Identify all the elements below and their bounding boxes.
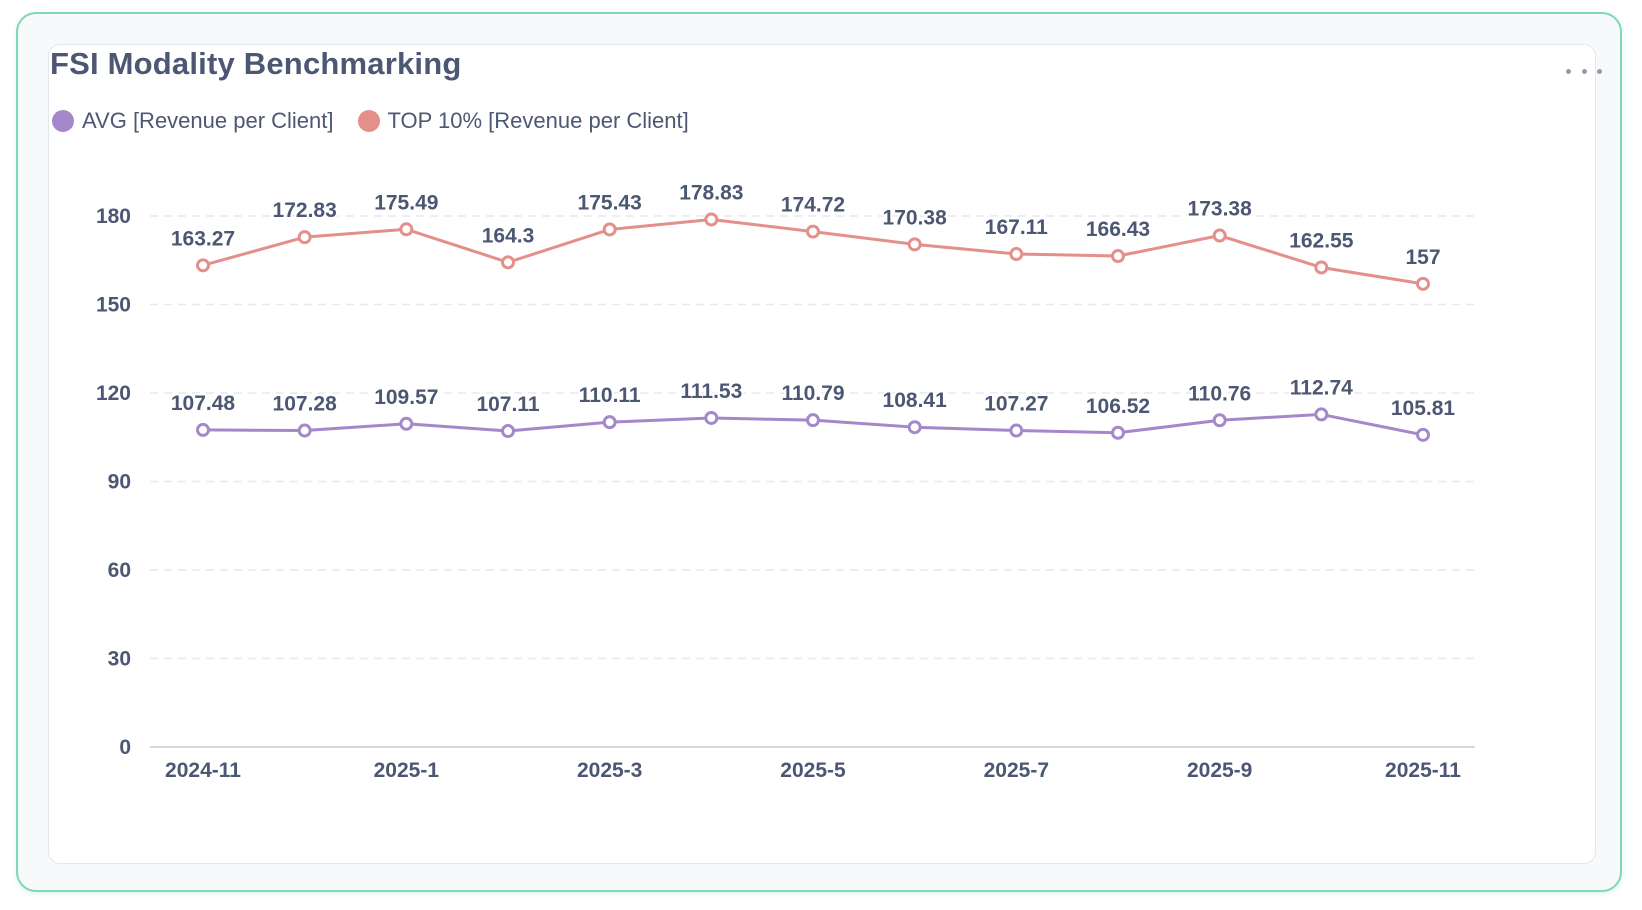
- data-label: 110.76: [1188, 382, 1251, 405]
- legend-swatch-avg: [52, 110, 74, 132]
- data-point: [602, 222, 617, 237]
- more-dot: [1597, 68, 1602, 74]
- x-tick-label: 2025-5: [780, 759, 846, 782]
- y-tick-label: 30: [108, 648, 131, 671]
- y-tick-label: 90: [108, 471, 131, 494]
- data-label: 106.52: [1086, 395, 1150, 418]
- more-dot: [1581, 68, 1587, 74]
- x-tick-label: 2025-11: [1385, 759, 1461, 782]
- data-label: 105.81: [1391, 397, 1456, 420]
- more-options-icon[interactable]: [1566, 60, 1602, 82]
- data-label: 173.38: [1188, 198, 1253, 221]
- x-tick-label: 2025-7: [984, 759, 1049, 782]
- data-label: 110.79: [781, 382, 844, 405]
- y-tick-label: 180: [96, 205, 131, 228]
- data-label: 164.3: [482, 224, 535, 247]
- data-point: [1111, 425, 1125, 440]
- data-label: 107.48: [171, 392, 236, 415]
- data-label: 111.53: [680, 380, 742, 403]
- data-point: [1416, 276, 1430, 291]
- data-point: [1009, 247, 1024, 262]
- data-point: [297, 423, 312, 438]
- data-point: [399, 222, 414, 237]
- data-label: 110.11: [579, 384, 641, 407]
- data-point: [1416, 427, 1430, 442]
- x-tick-label: 2025-3: [577, 759, 642, 782]
- legend-swatch-top10: [357, 110, 380, 132]
- data-label: 107.11: [476, 393, 539, 416]
- data-label: 163.27: [171, 227, 235, 250]
- data-point: [196, 258, 210, 273]
- data-label: 166.43: [1086, 218, 1150, 241]
- data-point: [806, 224, 820, 239]
- data-label: 174.72: [781, 194, 845, 217]
- legend-label-top10: TOP 10% [Revenue per Client]: [387, 108, 689, 133]
- data-point: [907, 237, 922, 252]
- data-point: [399, 416, 414, 431]
- x-tick-label: 2024-11: [165, 759, 241, 782]
- data-label: 157: [1405, 246, 1440, 269]
- legend-item-avg[interactable]: AVG [Revenue per Client]: [52, 108, 334, 134]
- data-point: [1212, 228, 1227, 243]
- data-label: 107.28: [273, 393, 338, 416]
- data-point: [806, 413, 820, 428]
- data-label: 170.38: [883, 206, 948, 229]
- data-point: [1314, 260, 1329, 275]
- data-label: 178.83: [679, 181, 743, 204]
- data-label: 175.43: [578, 191, 642, 214]
- data-point: [1009, 423, 1024, 438]
- data-point: [196, 422, 210, 437]
- y-tick-label: 150: [96, 294, 131, 317]
- data-label: 172.83: [273, 199, 337, 222]
- more-dot: [1566, 68, 1571, 74]
- data-point: [501, 424, 515, 439]
- data-point: [907, 420, 922, 435]
- data-point: [501, 255, 515, 270]
- data-point: [297, 230, 312, 245]
- y-tick-label: 120: [96, 382, 131, 405]
- data-point: [1314, 407, 1329, 422]
- legend-item-top10[interactable]: TOP 10% [Revenue per Client]: [357, 108, 689, 134]
- data-point: [602, 415, 617, 430]
- data-label: 109.57: [374, 386, 438, 409]
- data-point: [704, 410, 719, 425]
- data-label: 162.55: [1289, 229, 1354, 252]
- chart-legend: AVG [Revenue per Client] TOP 10% [Revenu…: [52, 108, 689, 134]
- dashboard-frame: [16, 12, 1622, 892]
- card-title: FSI Modality Benchmarking: [50, 46, 462, 81]
- x-tick-label: 2025-1: [374, 759, 440, 782]
- data-label: 175.49: [374, 191, 438, 214]
- y-tick-label: 0: [119, 736, 131, 759]
- data-label: 108.41: [883, 389, 948, 412]
- legend-label-avg: AVG [Revenue per Client]: [82, 108, 334, 133]
- data-point: [704, 212, 719, 227]
- x-tick-label: 2025-9: [1187, 759, 1252, 782]
- data-label: 167.11: [985, 216, 1048, 239]
- data-point: [1111, 249, 1125, 264]
- data-label: 112.74: [1290, 376, 1353, 399]
- y-tick-label: 60: [108, 559, 131, 582]
- data-point: [1212, 413, 1227, 428]
- data-label: 107.27: [984, 393, 1048, 416]
- chart-card: [48, 44, 1596, 864]
